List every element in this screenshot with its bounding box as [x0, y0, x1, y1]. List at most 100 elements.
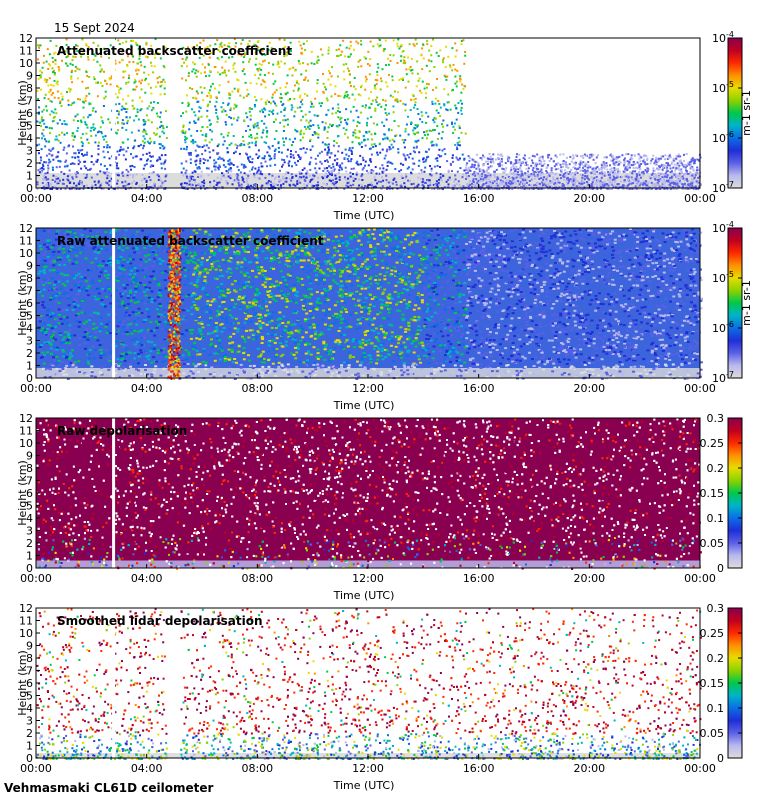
x-tick-label: 08:00 — [241, 762, 273, 775]
colorbar-unit-label: m-1 sr-1 — [740, 90, 753, 136]
y-tick-label: 4 — [26, 702, 33, 715]
colorbar-tick-label: 10-4 — [712, 30, 734, 45]
heatmap-field — [36, 38, 702, 190]
x-tick-label: 20:00 — [573, 192, 605, 205]
y-tick-label: 2 — [26, 727, 33, 740]
heatmap-field — [36, 418, 702, 570]
y-axis-label: Height (km) — [16, 460, 29, 526]
x-tick-label: 04:00 — [131, 762, 163, 775]
y-tick-label: 5 — [26, 120, 33, 133]
x-tick-label: 00:00 — [684, 762, 716, 775]
heatmap-field — [36, 228, 703, 380]
y-tick-label: 9 — [26, 640, 33, 653]
x-tick-label: 08:00 — [241, 192, 273, 205]
y-tick-label: 1 — [26, 740, 33, 753]
colorbar-tick-label: 0.15 — [700, 487, 725, 500]
colorbar-tick-label: 0.2 — [707, 462, 725, 475]
colorbar-tick-label: 0.3 — [707, 602, 725, 615]
y-tick-label: 2 — [26, 537, 33, 550]
data-gap — [112, 608, 116, 758]
x-tick-label: 16:00 — [463, 192, 495, 205]
x-tick-label: 12:00 — [352, 382, 384, 395]
data-gap — [112, 228, 116, 378]
y-tick-label: 4 — [26, 132, 33, 145]
x-tick-label: 20:00 — [573, 382, 605, 395]
x-tick-label: 00:00 — [684, 572, 716, 585]
colorbar-tick-label: 0.1 — [707, 702, 725, 715]
colorbar-tick-label: 0.25 — [700, 437, 725, 450]
x-tick-label: 04:00 — [131, 572, 163, 585]
y-tick-label: 10 — [19, 247, 33, 260]
colorbar-tick-label: 0.3 — [707, 412, 725, 425]
x-axis-label: Time (UTC) — [333, 779, 395, 792]
colorbar-frame — [727, 37, 743, 189]
data-gap — [112, 418, 116, 568]
y-tick-label: 12 — [19, 222, 33, 235]
x-tick-label: 16:00 — [463, 572, 495, 585]
y-tick-label: 8 — [26, 462, 33, 475]
y-axis-label: Height (km) — [16, 270, 29, 336]
y-tick-label: 12 — [19, 32, 33, 45]
colorbar-tick-label: 0.1 — [707, 512, 725, 525]
x-tick-label: 16:00 — [463, 762, 495, 775]
colorbar-tick-label: 10-4 — [712, 220, 734, 235]
y-tick-label: 8 — [26, 272, 33, 285]
y-tick-label: 10 — [19, 437, 33, 450]
x-tick-label: 12:00 — [352, 762, 384, 775]
panel-title: Smoothed lidar depolarisation — [57, 614, 263, 628]
instrument-label: Vehmasmaki CL61D ceilometer — [4, 781, 214, 795]
y-tick-label: 9 — [26, 450, 33, 463]
colorbar-tick-label: 0 — [717, 562, 724, 575]
colorbar-tick-label: 0.05 — [700, 537, 725, 550]
colorbar-tick-label: 0.05 — [700, 727, 725, 740]
y-tick-label: 6 — [26, 297, 33, 310]
colorbar-tick-label: 0.15 — [700, 677, 725, 690]
colorbar-tick-label: 0 — [717, 752, 724, 765]
date-label: 15 Sept 2024 — [54, 21, 135, 35]
colorbar-frame — [727, 227, 743, 379]
x-tick-label: 00:00 — [20, 382, 52, 395]
y-tick-label: 5 — [26, 690, 33, 703]
y-tick-label: 1 — [26, 550, 33, 563]
colorbar-tick-label: 10-7 — [712, 370, 734, 385]
colorbar-tick-label: 10-6 — [712, 320, 734, 335]
data-gap — [112, 38, 116, 188]
y-tick-label: 3 — [26, 335, 33, 348]
y-axis-label: Height (km) — [16, 80, 29, 146]
y-tick-label: 11 — [19, 235, 33, 248]
colorbar-gradient — [728, 228, 742, 378]
x-axis-label: Time (UTC) — [333, 589, 395, 602]
x-tick-label: 00:00 — [20, 762, 52, 775]
colorbar-tick-label: 0.25 — [700, 627, 725, 640]
x-axis-label: Time (UTC) — [333, 399, 395, 412]
colorbar: 0 0.05 0.1 0.15 0.2 0.25 0.3 — [700, 412, 743, 575]
panel-title: Raw depolarisation — [57, 424, 187, 438]
colorbar-unit-label: m-1 sr-1 — [740, 280, 753, 326]
y-tick-label: 9 — [26, 70, 33, 83]
y-tick-label: 0 — [26, 372, 33, 385]
x-tick-label: 04:00 — [131, 382, 163, 395]
y-tick-label: 11 — [19, 45, 33, 58]
x-tick-label: 00:00 — [684, 192, 716, 205]
y-tick-label: 7 — [26, 665, 33, 678]
y-tick-label: 6 — [26, 677, 33, 690]
x-tick-label: 20:00 — [573, 572, 605, 585]
colorbar-gradient — [728, 608, 742, 758]
y-tick-label: 1 — [26, 360, 33, 373]
y-tick-label: 8 — [26, 652, 33, 665]
y-tick-label: 2 — [26, 347, 33, 360]
y-axis-label: Height (km) — [16, 650, 29, 716]
colorbar-tick-label: 0.2 — [707, 652, 725, 665]
colorbar-tick-label: 10-7 — [712, 180, 734, 195]
y-tick-label: 9 — [26, 260, 33, 273]
y-tick-label: 6 — [26, 107, 33, 120]
colorbar-tick-label: 10-5 — [712, 80, 734, 95]
x-tick-label: 12:00 — [352, 572, 384, 585]
colorbar-gradient — [728, 38, 742, 188]
y-tick-label: 1 — [26, 170, 33, 183]
panel-title: Attenuated backscatter coefficient — [57, 44, 292, 58]
x-tick-label: 08:00 — [241, 572, 273, 585]
